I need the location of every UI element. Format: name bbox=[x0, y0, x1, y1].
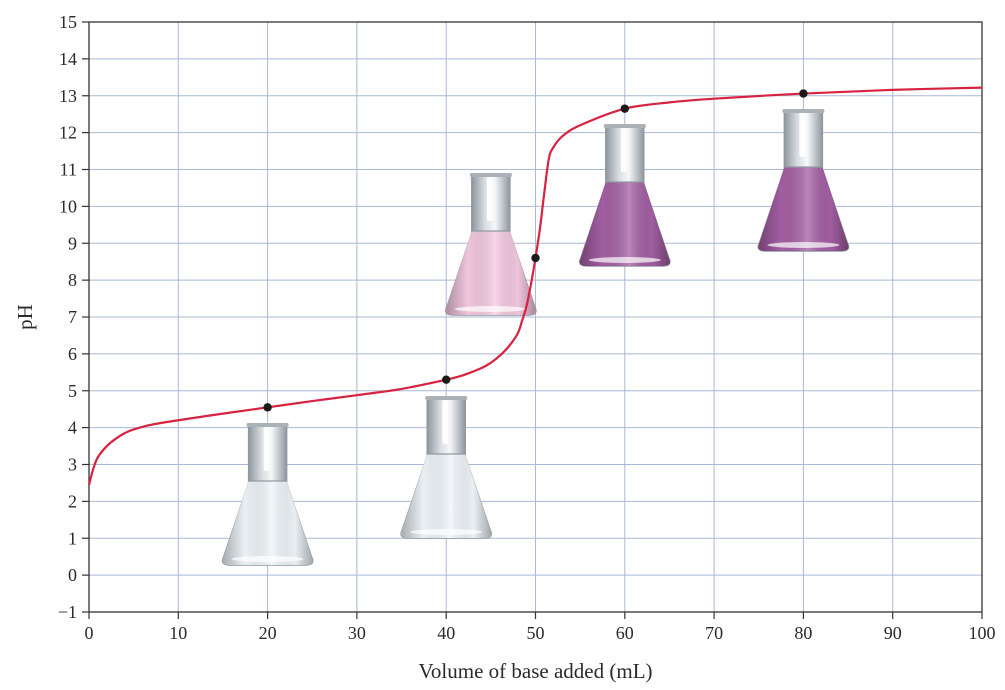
y-tick-label: 8 bbox=[68, 270, 77, 290]
y-tick-label: 5 bbox=[68, 381, 77, 401]
y-tick-label: 14 bbox=[59, 49, 77, 69]
flask-base-glare bbox=[588, 257, 661, 263]
grid bbox=[89, 22, 982, 612]
titration-curve bbox=[87, 86, 983, 486]
flask-lip bbox=[246, 423, 289, 427]
y-tick-label: 7 bbox=[68, 307, 77, 327]
flask-highlight bbox=[263, 427, 270, 471]
flask-liquid-shade bbox=[222, 481, 313, 565]
x-tick-label: 70 bbox=[705, 623, 723, 643]
plot-frame bbox=[88, 21, 983, 613]
y-tick-label: 1 bbox=[68, 528, 77, 548]
highlight-points bbox=[263, 89, 808, 412]
flask-liquid-shade bbox=[445, 231, 536, 315]
x-axis-title: Volume of base added (mL) bbox=[418, 659, 652, 683]
y-tick-label: −1 bbox=[58, 602, 77, 622]
y-tick-label: 13 bbox=[59, 86, 77, 106]
data-point bbox=[799, 89, 808, 98]
flask-highlight bbox=[620, 128, 627, 172]
x-tick-label: 40 bbox=[437, 623, 455, 643]
flask-highlight bbox=[799, 113, 806, 157]
erlenmeyer-flask bbox=[221, 423, 314, 566]
flask-base-glare bbox=[231, 556, 304, 562]
erlenmeyer-flask bbox=[578, 124, 671, 267]
data-point bbox=[263, 403, 272, 412]
y-tick-label: 15 bbox=[59, 12, 77, 32]
erlenmeyer-flask bbox=[757, 109, 850, 252]
flask-lip bbox=[469, 173, 512, 177]
x-tick-label: 0 bbox=[85, 623, 94, 643]
y-tick-label: 2 bbox=[68, 491, 77, 511]
x-tick-label: 10 bbox=[169, 623, 187, 643]
y-tick-label: 9 bbox=[68, 233, 77, 253]
data-point bbox=[442, 375, 451, 384]
flask-highlight bbox=[442, 400, 449, 444]
x-tick-label: 30 bbox=[348, 623, 366, 643]
flask-lip bbox=[782, 109, 825, 113]
x-tick-label: 60 bbox=[616, 623, 634, 643]
x-tick-label: 50 bbox=[527, 623, 545, 643]
y-tick-label: 3 bbox=[68, 455, 77, 475]
x-tick-label: 100 bbox=[969, 623, 996, 643]
data-point bbox=[531, 253, 540, 263]
flask-liquid-shade bbox=[758, 167, 849, 251]
flasks bbox=[221, 109, 850, 566]
x-tick-label: 20 bbox=[259, 623, 277, 643]
series bbox=[87, 86, 983, 486]
y-tick-label: 0 bbox=[68, 565, 77, 585]
flask-highlight bbox=[486, 177, 493, 221]
flask-lip bbox=[603, 124, 646, 128]
y-axis-title: pH bbox=[13, 304, 37, 330]
flask-base-glare bbox=[410, 529, 483, 535]
y-tick-label: 12 bbox=[59, 123, 77, 143]
flask-base-glare bbox=[454, 306, 527, 312]
tick-labels: 0 10 20 30 40 50 60 70 80 90 100151413121110987654… bbox=[58, 12, 996, 643]
data-point bbox=[620, 104, 629, 113]
x-tick-label: 90 bbox=[884, 623, 902, 643]
flask-base-glare bbox=[767, 242, 840, 248]
erlenmeyer-flask bbox=[445, 173, 537, 316]
y-tick-label: 6 bbox=[68, 344, 77, 364]
x-tick-label: 80 bbox=[794, 623, 812, 643]
flask-liquid-shade bbox=[579, 182, 670, 266]
flask-liquid-shade bbox=[401, 454, 492, 538]
y-tick-label: 11 bbox=[60, 160, 77, 180]
y-tick-label: 10 bbox=[59, 196, 77, 216]
y-tick-label: 4 bbox=[68, 418, 77, 438]
flask-lip bbox=[425, 396, 468, 400]
erlenmeyer-flask bbox=[400, 396, 493, 539]
axes bbox=[82, 21, 983, 619]
